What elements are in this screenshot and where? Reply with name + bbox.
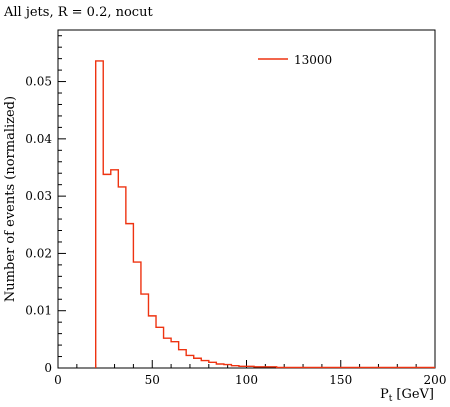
- y-tick-label: 0.05: [25, 75, 52, 89]
- y-tick-label: 0.02: [25, 246, 52, 260]
- x-axis-label-main: P: [380, 387, 389, 402]
- y-tick-label: 0.03: [25, 189, 52, 203]
- legend: 13000: [258, 53, 332, 67]
- x-tick-label: 100: [235, 373, 258, 387]
- x-tick-label: 50: [145, 373, 160, 387]
- x-tick-label: 0: [54, 373, 62, 387]
- x-axis-label-subscript: t: [389, 394, 393, 404]
- x-axis-label: Pt [GeV]: [380, 387, 434, 404]
- y-tick-label: 0.04: [25, 132, 52, 146]
- chart-title: All jets, R = 0.2, nocut: [3, 5, 153, 20]
- series-13000-line: [95, 60, 435, 369]
- y-tick-label: 0.01: [25, 304, 52, 318]
- y-tick-label: 0: [44, 361, 52, 375]
- plot-frame: [57, 29, 436, 369]
- y-axis-label: Number of events (normalized): [3, 96, 18, 302]
- x-axis-label-unit: [GeV]: [396, 387, 434, 402]
- x-axis: 0 50 100 150 200: [54, 360, 446, 387]
- x-tick-label: 200: [424, 373, 447, 387]
- y-axis: 0 0.01 0.02 0.03 0.04 0.05: [25, 35, 66, 375]
- x-tick-label: 150: [329, 373, 352, 387]
- legend-label-13000: 13000: [294, 53, 332, 67]
